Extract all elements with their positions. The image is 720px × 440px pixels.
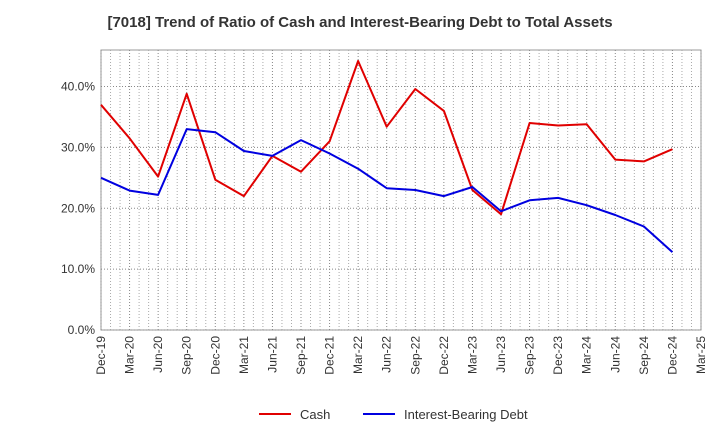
x-tick-label: Dec-23 [551,336,565,375]
x-tick-label: Jun-24 [608,336,622,373]
x-tick-label: Sep-20 [180,336,194,375]
x-tick-label: Mar-25 [694,336,708,374]
y-tick-label: 40.0% [61,80,95,94]
series-line-cash [100,60,673,216]
series-line-interest-bearing-debt [100,128,674,253]
y-tick-label: 30.0% [61,140,95,154]
x-tick-label: Mar-22 [351,336,365,374]
axis-layer: 0.0% 10.0% 20.0% 30.0% 40.0% Dec-19 Mar-20 Jun-… [61,80,708,375]
x-tick-label: Dec-20 [208,336,222,375]
legend-label: Cash [300,407,330,422]
x-tick-label: Mar-20 [123,336,137,374]
x-tick-label: Sep-21 [294,336,308,375]
legend-label: Interest-Bearing Debt [404,407,528,422]
x-tick-label: Dec-21 [323,336,337,375]
y-tick-label: 10.0% [61,262,95,276]
x-tick-label: Dec-19 [94,336,108,375]
x-tick-label: Jun-20 [151,336,165,373]
x-tick-label: Jun-23 [494,336,508,373]
x-tick-label: Sep-22 [408,336,422,375]
series-layer [100,60,674,253]
x-tick-label: Dec-22 [437,336,451,375]
x-tick-label: Sep-23 [523,336,537,375]
x-tick-label: Mar-23 [465,336,479,374]
x-tick-label: Mar-21 [237,336,251,374]
chart-title: [7018] Trend of Ratio of Cash and Intere… [107,14,613,31]
x-tick-label: Sep-24 [637,336,651,375]
x-tick-label: Mar-24 [580,336,594,374]
y-tick-label: 20.0% [61,201,95,215]
x-tick-label: Jun-22 [380,336,394,373]
x-tick-label: Dec-24 [665,336,679,375]
y-tick-label: 0.0% [68,323,96,337]
x-tick-label: Jun-21 [265,336,279,373]
legend: Cash Interest-Bearing Debt [259,407,528,422]
